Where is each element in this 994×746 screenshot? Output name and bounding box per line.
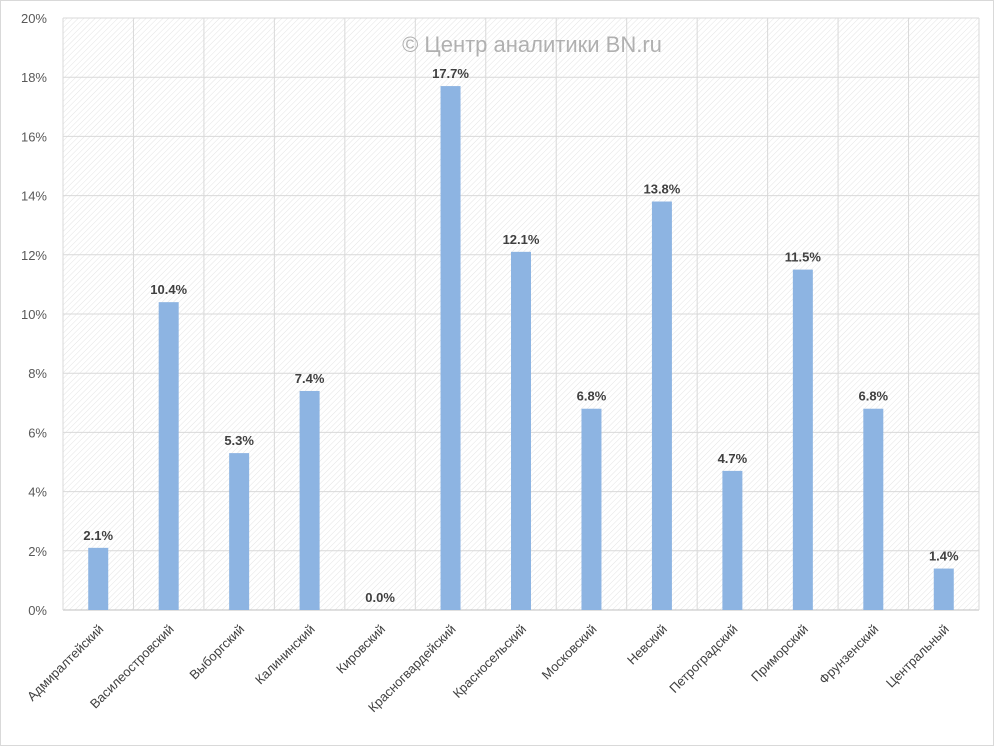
data-label: 5.3%	[224, 433, 254, 448]
y-tick-label: 18%	[21, 70, 47, 85]
x-tick-label: Центральный	[883, 622, 952, 691]
data-label: 13.8%	[643, 182, 680, 197]
x-tick-label: Кировский	[333, 622, 388, 677]
x-tick-label: Невский	[624, 622, 670, 668]
data-label: 17.7%	[432, 66, 469, 81]
bar	[792, 269, 813, 610]
bar	[299, 390, 320, 610]
bar	[933, 568, 954, 610]
bar	[651, 201, 672, 610]
data-label: 0.0%	[365, 590, 395, 605]
bar	[581, 408, 602, 610]
bar	[88, 547, 109, 610]
data-label: 4.7%	[718, 451, 748, 466]
data-label: 1.4%	[929, 549, 959, 564]
data-label: 6.8%	[858, 389, 888, 404]
data-label: 11.5%	[785, 250, 822, 265]
watermark: © Центр аналитики BN.ru	[402, 32, 662, 57]
bar	[158, 302, 179, 610]
y-tick-label: 8%	[28, 366, 47, 381]
x-tick-label: Адмиралтейский	[24, 622, 106, 704]
bar	[511, 251, 531, 610]
x-tick-label: Красносельский	[450, 622, 529, 701]
y-tick-label: 4%	[28, 485, 47, 500]
data-label: 2.1%	[83, 528, 113, 543]
bar	[863, 408, 884, 610]
y-tick-label: 12%	[21, 248, 47, 263]
data-label: 7.4%	[295, 371, 325, 386]
data-label: 10.4%	[150, 282, 187, 297]
x-tick-label: Петроградский	[666, 622, 740, 696]
x-tick-label: Фрунзенский	[816, 622, 881, 687]
y-tick-label: 6%	[28, 425, 47, 440]
x-tick-label: Московский	[539, 622, 600, 683]
x-tick-label: Выборгский	[186, 622, 247, 683]
y-tick-label: 10%	[21, 307, 47, 322]
bar	[722, 470, 743, 610]
bar	[229, 453, 250, 610]
bar	[440, 86, 461, 610]
y-tick-label: 14%	[21, 189, 47, 204]
y-tick-label: 20%	[21, 11, 47, 26]
x-tick-label: Калининский	[252, 622, 318, 688]
y-tick-label: 2%	[28, 544, 47, 559]
data-label: 6.8%	[577, 389, 607, 404]
data-label: 12.1%	[503, 232, 540, 247]
x-tick-label: Приморский	[748, 622, 811, 685]
y-tick-label: 0%	[28, 603, 47, 618]
y-tick-label: 16%	[21, 129, 47, 144]
